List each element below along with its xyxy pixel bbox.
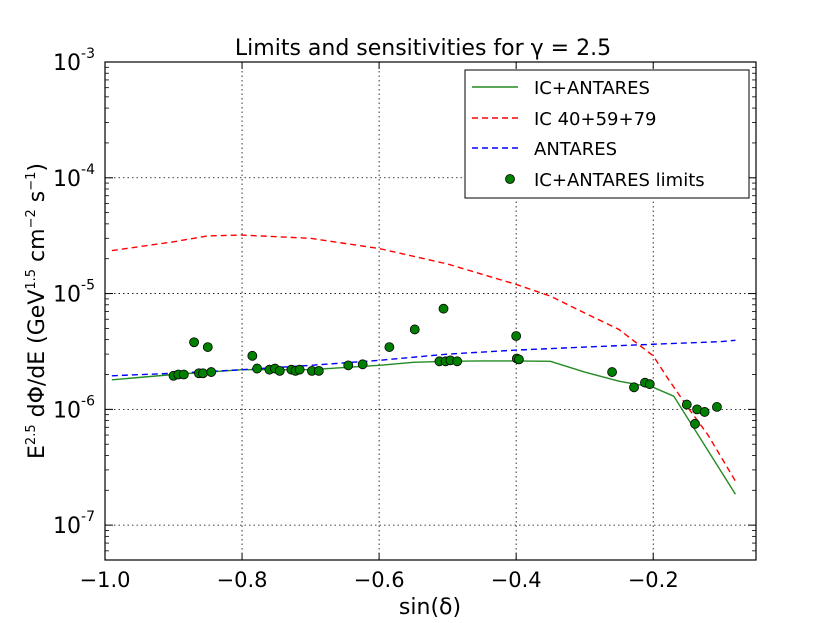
legend-label-ic-40-59-79: IC 40+59+79 xyxy=(534,109,656,130)
limit-point xyxy=(343,360,354,371)
y-tick-label: 10-4 xyxy=(53,162,95,192)
y-axis-label: E2.5 dΦ/dE (GeV1.5 cm−2 s−1) xyxy=(24,163,50,459)
grid-lines xyxy=(105,62,756,560)
limit-point xyxy=(690,418,700,429)
chart-title: Limits and sensitivities for γ = 2.5 xyxy=(235,36,611,61)
series-line-antares xyxy=(111,339,736,377)
limit-point xyxy=(189,337,199,348)
limit-point xyxy=(409,324,420,335)
limit-point xyxy=(511,331,522,341)
limit-point xyxy=(178,369,189,380)
legend: IC+ANTARES IC 40+59+79 ANTARES IC+ANTARE… xyxy=(464,69,750,199)
legend-label-ic-antares: IC+ANTARES xyxy=(534,78,650,99)
limit-point xyxy=(357,359,368,370)
limit-point xyxy=(712,402,722,412)
limit-point xyxy=(607,367,617,377)
x-tick-label: −0.8 xyxy=(217,568,268,592)
limit-point xyxy=(252,363,263,374)
limit-point xyxy=(206,367,217,377)
y-tick-label: 10-7 xyxy=(53,509,95,539)
limit-point xyxy=(202,342,213,352)
limit-point xyxy=(681,399,692,410)
limit-point xyxy=(384,342,395,352)
axis-ticks: −1.0 −0.8 −0.6 −0.4 −0.2 10-7 10-6 10-5 10-4 10-3 xyxy=(53,46,756,592)
limit-point xyxy=(274,365,285,376)
series-line-ic-40-59-79 xyxy=(111,234,737,482)
y-tick-label: 10-3 xyxy=(53,46,95,76)
legend-label-limits: IC+ANTARES limits xyxy=(534,170,705,191)
scatter-group xyxy=(168,303,722,429)
limit-point xyxy=(198,368,208,379)
x-tick-label: −1.0 xyxy=(80,568,131,592)
x-tick-label: −0.2 xyxy=(628,568,679,592)
y-tick-label: 10-6 xyxy=(53,393,95,423)
limit-point xyxy=(514,354,524,365)
x-tick-label: −0.6 xyxy=(354,568,405,592)
x-axis-label: sin(δ) xyxy=(399,595,461,620)
x-tick-label: −0.4 xyxy=(491,568,542,592)
legend-marker-limits xyxy=(505,174,515,184)
limit-point xyxy=(644,379,655,390)
y-tick-label: 10-5 xyxy=(53,278,95,308)
limit-point xyxy=(629,382,639,393)
limit-point xyxy=(247,350,258,361)
legend-label-antares: ANTARES xyxy=(534,139,617,160)
limit-point xyxy=(438,303,449,314)
limit-point xyxy=(294,364,305,375)
axes-frame xyxy=(104,61,757,561)
limit-point xyxy=(699,407,710,417)
limit-point xyxy=(313,365,324,376)
limit-point xyxy=(452,356,463,367)
